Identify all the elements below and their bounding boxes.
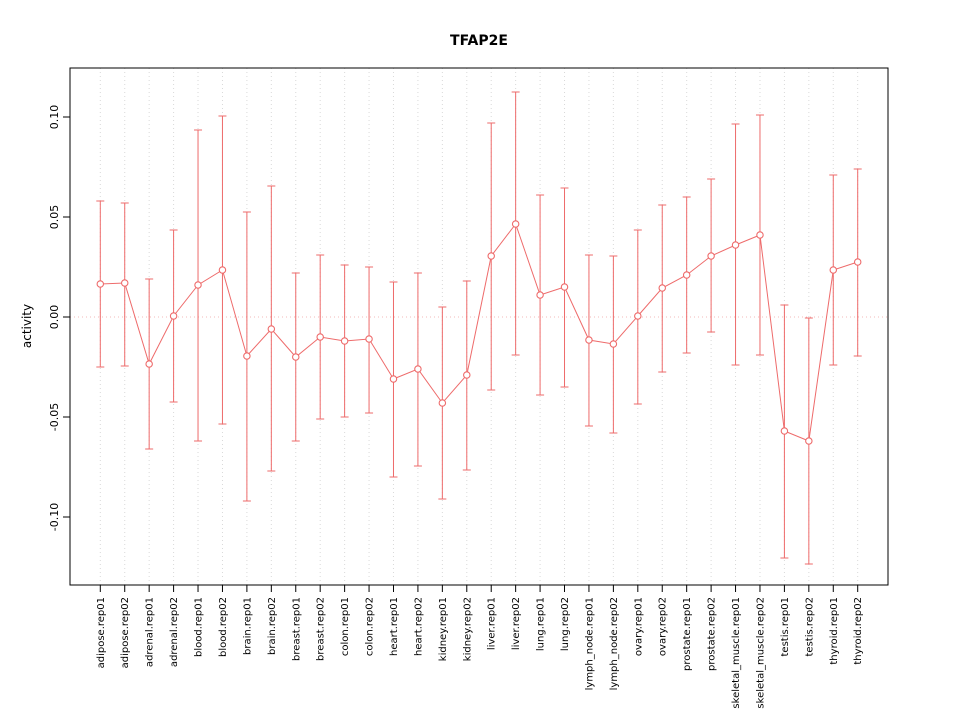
data-point [560,283,569,291]
data-point [243,352,251,360]
x-category-label: adipose.rep02 [120,597,131,668]
data-point [585,336,593,344]
x-category-label: blood.rep01 [194,597,205,657]
x-category-label: thyroid.rep02 [853,597,864,665]
data-point [658,284,666,292]
data-point [267,325,276,333]
data-point [169,312,178,320]
data-point [829,266,838,274]
data-point [96,280,105,288]
data-point [365,335,373,343]
x-category-label: prostate.rep02 [707,597,718,671]
plot-border [69,67,889,586]
y-tick-label: -0.10 [48,503,61,531]
data-point [463,371,471,379]
x-category-label: liver.rep02 [511,597,522,650]
x-category-label: brain.rep01 [242,597,253,655]
x-category-label: prostate.rep01 [682,597,693,671]
data-point [316,333,324,341]
x-category-label: lymph_node.rep02 [609,597,620,690]
data-point [292,353,300,361]
y-tick-label: 0.05 [48,205,61,230]
data-point [634,312,642,320]
data-point [120,279,129,287]
data-point [853,258,862,266]
data-point [756,231,764,239]
chart-title: TFAP2E [450,33,508,49]
series-line [100,222,858,442]
x-category-label: breast.rep01 [291,597,302,661]
data-point [487,252,495,260]
x-category-label: liver.rep01 [487,597,498,650]
data-point [682,271,691,279]
data-point [511,220,520,228]
x-category-label: kidney.rep02 [462,597,473,661]
x-category-label: lung.rep02 [560,597,571,651]
data-point [194,281,202,289]
data-point [389,375,398,383]
x-category-label: blood.rep02 [218,597,229,657]
data-point [340,337,349,345]
x-category-label: heart.rep02 [413,597,424,656]
data-point [438,399,447,407]
x-category-label: heart.rep01 [389,597,400,656]
data-point [414,365,422,373]
data-point [536,291,544,299]
x-category-label: ovary.rep01 [633,597,644,656]
x-category-label: colon.rep02 [365,597,376,656]
x-category-label: lung.rep01 [536,597,547,651]
x-category-label: testis.rep02 [804,597,815,657]
x-category-label: skeletal_muscle.rep01 [731,597,742,709]
x-category-label: breast.rep02 [316,597,327,661]
x-category-label: thyroid.rep01 [829,597,840,665]
x-category-label: ovary.rep02 [658,597,669,656]
data-point [805,437,813,445]
x-category-label: colon.rep01 [340,597,351,656]
x-category-label: adipose.rep01 [96,597,107,668]
y-tick-label: 0.10 [48,105,61,130]
data-point [218,266,227,274]
x-category-label: adrenal.rep01 [145,597,156,667]
data-point [731,241,740,249]
x-category-label: skeletal_muscle.rep02 [755,597,766,709]
data-point [707,252,715,260]
y-tick-label: -0.05 [48,403,61,431]
x-category-label: lymph_node.rep01 [584,597,595,690]
x-category-label: kidney.rep01 [438,597,449,661]
data-point [145,360,153,368]
data-point [780,427,789,435]
x-category-label: testis.rep01 [780,597,791,657]
x-category-label: adrenal.rep02 [169,597,180,667]
data-point [609,340,618,348]
x-category-label: brain.rep02 [267,597,278,655]
y-tick-label: 0.00 [48,305,61,330]
